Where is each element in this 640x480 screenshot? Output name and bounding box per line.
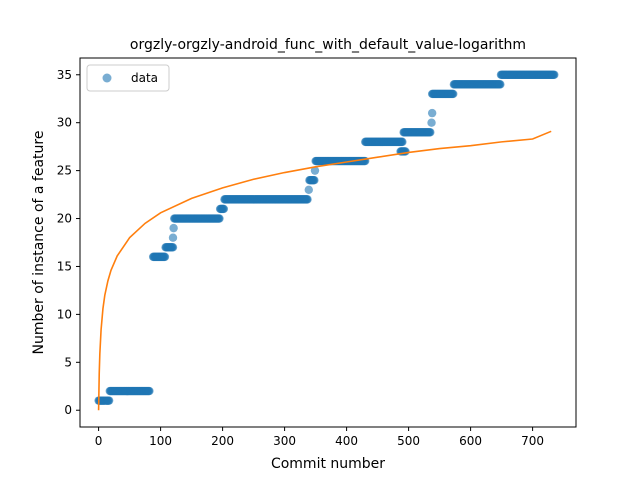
data-points [94,70,559,405]
chart-title: orgzly-orgzly-android_func_with_default_… [130,37,526,53]
data-point [398,137,407,147]
x-axis-label: Commit number [271,456,385,472]
y-tick-label: 20 [57,212,72,226]
data-point [215,214,224,223]
y-axis-label: Number of instance of a feature [31,131,47,355]
x-tick-label: 0 [95,434,103,448]
y-tick-label: 5 [64,355,72,369]
data-point [427,118,436,127]
fit-line [97,130,552,411]
y-tick-label: 25 [57,164,72,178]
data-point [303,195,312,204]
y-tick-label: 15 [57,259,72,273]
data-point [401,147,410,156]
data-point [169,223,178,233]
legend: data [86,64,170,92]
x-tick-label: 200 [211,434,234,448]
x-tick-label: 100 [149,434,172,448]
data-point [449,89,458,99]
data-point [160,252,170,262]
data-point [310,166,320,175]
y-axis: 0 5 10 15 20 25 30 35 [57,68,80,417]
data-point [219,204,229,214]
data-point [168,233,178,242]
y-tick-label: 10 [57,307,72,321]
data-point [427,108,437,118]
x-tick-label: 300 [273,434,296,448]
data-point [104,396,114,405]
plot-frame [79,57,577,428]
data-point [496,80,505,89]
legend-box [86,64,170,92]
data-point [145,386,154,396]
x-axis: 0 100 200 300 400 500 600 700 [95,427,544,448]
data-point [426,128,435,137]
fit-line-layer [97,130,552,411]
y-tick-label: 30 [57,116,72,130]
x-tick-label: 600 [459,434,482,448]
legend-marker [102,73,112,83]
plot-area [94,70,559,411]
y-tick-label: 35 [57,68,72,82]
legend-label: data [131,71,158,85]
data-point [304,185,313,194]
y-tick-label: 0 [64,403,72,417]
data-point [550,70,559,79]
x-tick-label: 500 [397,434,420,448]
x-tick-label: 400 [335,434,358,448]
x-tick-label: 700 [521,434,544,448]
data-point [168,243,178,252]
data-point [310,176,319,185]
